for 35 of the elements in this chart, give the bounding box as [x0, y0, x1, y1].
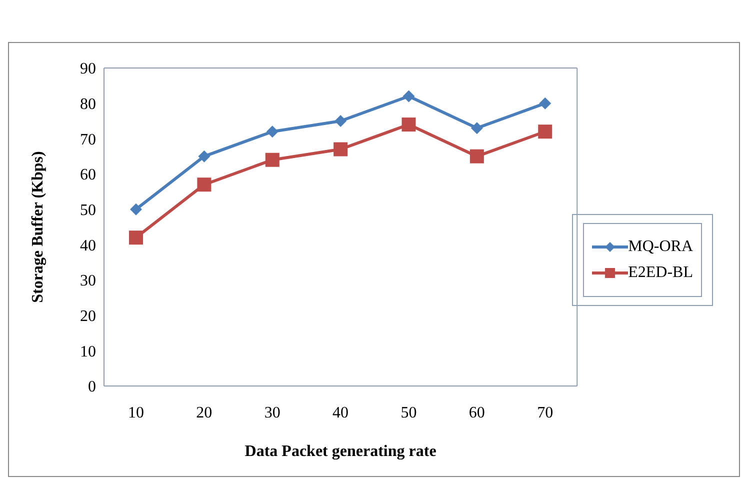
y-tick-label: 60	[80, 166, 96, 184]
point	[334, 115, 347, 127]
point	[538, 124, 552, 139]
point	[334, 142, 348, 156]
y-tick-label: 90	[80, 60, 96, 78]
point	[129, 230, 143, 245]
y-axis-title: Storage Buffer (Kbps)	[30, 151, 47, 303]
y-tick-label: 10	[80, 343, 96, 360]
point	[470, 149, 484, 164]
y-tick-label: 40	[80, 237, 96, 254]
point	[539, 97, 552, 110]
y-tick-label: 70	[80, 131, 96, 148]
x-tick-label: 50	[400, 404, 417, 422]
y-tick-label: 20	[80, 308, 96, 326]
x-tick-label: 40	[332, 404, 349, 422]
point	[130, 203, 142, 216]
x-tick-label: 10	[128, 404, 144, 422]
point	[198, 150, 210, 162]
point	[265, 152, 280, 167]
x-tick-label: 30	[264, 404, 280, 422]
point	[402, 118, 416, 132]
y-tick-label: 50	[80, 202, 96, 220]
x-axis-title: Data Packet generating rate	[244, 443, 436, 460]
y-tick-label: 80	[80, 96, 96, 114]
x-tick-label: 70	[537, 404, 554, 422]
y-tick-label: 0	[88, 378, 96, 396]
legend-label: MQ-ORA	[628, 238, 693, 256]
point	[266, 126, 278, 138]
point	[197, 178, 212, 192]
x-tick-label: 20	[196, 404, 212, 422]
point	[402, 90, 415, 102]
point	[470, 122, 483, 134]
x-tick-label: 60	[468, 404, 485, 422]
legend-label: E2ED-BL	[628, 264, 693, 282]
y-tick-label: 30	[80, 272, 96, 290]
